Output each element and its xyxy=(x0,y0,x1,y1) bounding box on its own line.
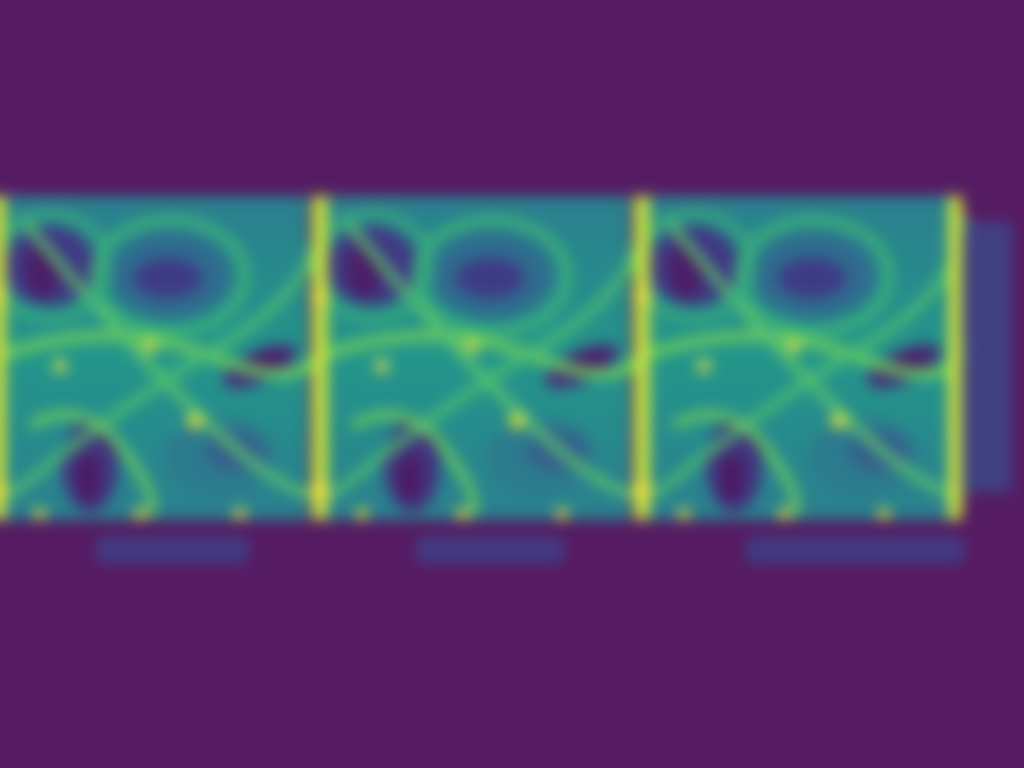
panel-caption-2 xyxy=(415,536,565,564)
panel-2 xyxy=(310,196,642,520)
panel-caption-1 xyxy=(95,536,250,564)
heatmap-svg xyxy=(0,192,1012,528)
panel-3 xyxy=(632,196,964,520)
panel-caption-3 xyxy=(745,536,965,564)
heatmap-strip xyxy=(0,192,1024,528)
right-edge-core xyxy=(952,196,958,520)
panel-1 xyxy=(0,196,320,520)
right-tail xyxy=(962,222,1012,492)
